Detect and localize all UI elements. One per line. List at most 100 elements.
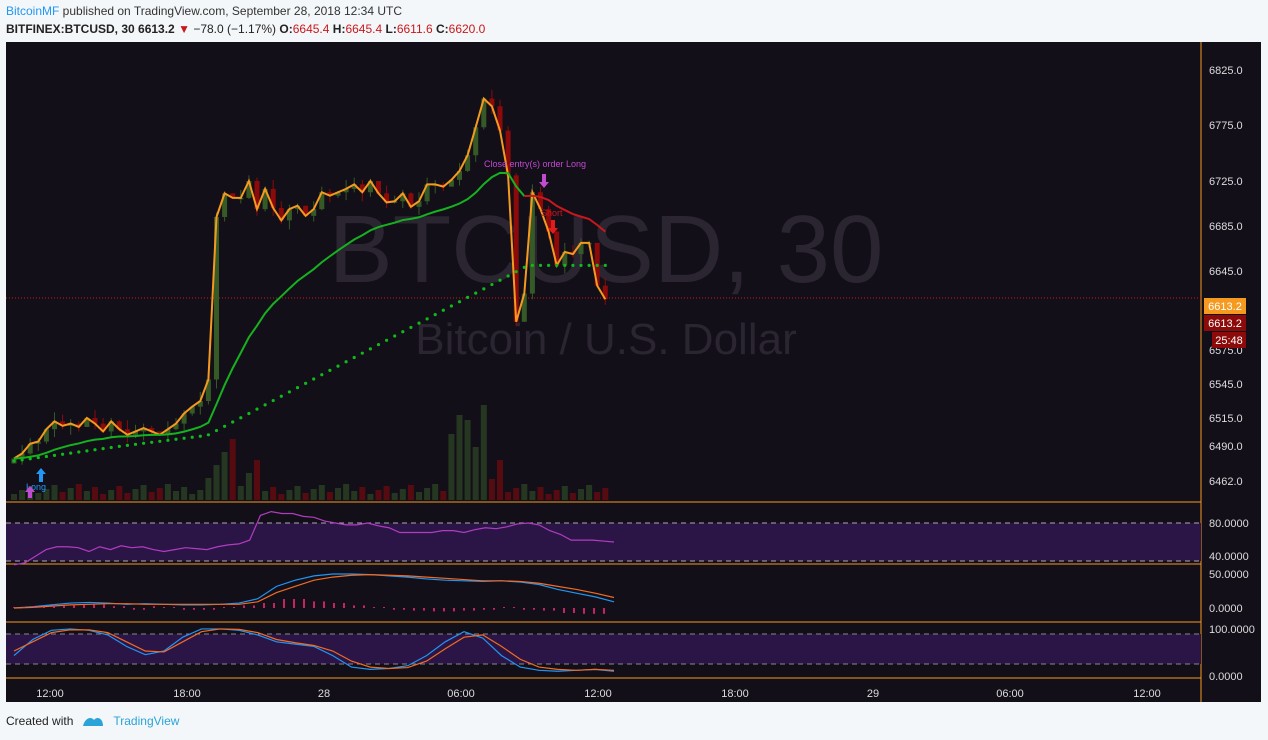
sar-dot bbox=[150, 440, 154, 444]
high-value: 6645.4 bbox=[345, 22, 383, 36]
sar-dot bbox=[587, 263, 591, 267]
volume-bar bbox=[286, 490, 293, 500]
price-tick-label: 6462.0 bbox=[1209, 476, 1243, 488]
candle-body bbox=[311, 209, 317, 216]
author-link[interactable]: BitcoinMF bbox=[6, 4, 60, 18]
price-tick-label: 6775.0 bbox=[1209, 120, 1243, 132]
chart-area[interactable]: BTCUSD, 30 Bitcoin / U.S. Dollar 6825.0 6… bbox=[6, 42, 1261, 702]
sar-dot bbox=[344, 360, 348, 364]
ema-line-down bbox=[524, 194, 606, 233]
volume-bar bbox=[448, 434, 455, 500]
volume-bar bbox=[254, 460, 260, 500]
volume-bar bbox=[594, 492, 601, 500]
volume-bar bbox=[262, 491, 269, 500]
volume-bar bbox=[197, 490, 204, 500]
sar-dot bbox=[77, 450, 81, 454]
candle-body bbox=[173, 423, 179, 430]
candle-body bbox=[141, 428, 147, 432]
candle-body bbox=[205, 379, 211, 401]
price-tick-label: 6825.0 bbox=[1209, 65, 1243, 77]
candle-body bbox=[481, 98, 487, 128]
time-tick-label: 18:00 bbox=[173, 688, 201, 700]
candle-body bbox=[43, 429, 49, 442]
price-tick-label: 6685.0 bbox=[1209, 221, 1243, 233]
volume-bar bbox=[213, 465, 220, 500]
sar-dot bbox=[133, 442, 138, 446]
candle-body bbox=[327, 192, 333, 196]
volume-bar bbox=[237, 486, 244, 500]
sar-dot bbox=[352, 355, 356, 360]
sar-dot bbox=[214, 428, 219, 433]
candle-body bbox=[319, 192, 325, 210]
rsi-band bbox=[6, 523, 1201, 561]
chart-svg[interactable]: BTCUSD, 30 Bitcoin / U.S. Dollar 6825.0 6… bbox=[6, 42, 1261, 702]
candle-body bbox=[359, 184, 365, 193]
volume-bar bbox=[391, 493, 398, 500]
volume-bar bbox=[569, 493, 576, 500]
candle-body bbox=[448, 179, 454, 187]
volume-bar bbox=[124, 493, 131, 500]
candle-body bbox=[465, 155, 471, 171]
sar-dot bbox=[474, 291, 478, 295]
candle-body bbox=[189, 406, 195, 414]
watermark: BTCUSD, 30 Bitcoin / U.S. Dollar bbox=[329, 196, 884, 364]
volume-bar bbox=[318, 485, 325, 500]
close-value: 6620.0 bbox=[448, 22, 486, 36]
candle-body bbox=[100, 423, 106, 432]
sar-dot bbox=[101, 447, 105, 451]
sar-dot bbox=[595, 263, 599, 267]
sar-dot bbox=[182, 436, 186, 440]
sar-dot bbox=[93, 448, 97, 452]
tradingview-link[interactable]: TradingView bbox=[113, 714, 180, 728]
volume-bar bbox=[181, 487, 188, 500]
volume-bar bbox=[335, 488, 341, 500]
time-tick-label: 28 bbox=[318, 688, 330, 700]
close-arrow-icon bbox=[539, 174, 549, 188]
sar-dot bbox=[295, 386, 300, 390]
macd-signal-line bbox=[13, 574, 615, 609]
candle-body bbox=[505, 130, 511, 176]
volume-bar bbox=[505, 492, 512, 500]
price-tick-label: 6545.0 bbox=[1209, 379, 1243, 391]
sar-dot bbox=[401, 330, 405, 334]
price-change: −78.0 (−1.17%) bbox=[193, 22, 277, 36]
volume-bar bbox=[83, 491, 90, 500]
sar-dot bbox=[385, 338, 389, 342]
sar-dot bbox=[20, 458, 24, 462]
sar-dot bbox=[271, 398, 275, 403]
high-label: H: bbox=[332, 22, 346, 36]
candle-body bbox=[562, 251, 568, 266]
sar-dot bbox=[255, 407, 259, 411]
stoch-band bbox=[6, 634, 1201, 664]
volume-bar bbox=[173, 491, 179, 500]
long-arrow-icon bbox=[36, 468, 46, 482]
open-label: O: bbox=[279, 22, 293, 36]
time-tick-label: 18:00 bbox=[721, 688, 749, 700]
candle-body bbox=[489, 98, 495, 107]
volume-bar bbox=[92, 487, 98, 500]
sar-dot bbox=[425, 317, 429, 321]
volume-bar bbox=[407, 485, 414, 500]
sar-dot bbox=[52, 453, 57, 457]
volume-bar bbox=[11, 494, 17, 500]
short-label: Short bbox=[541, 208, 563, 218]
volume-bar bbox=[205, 478, 212, 500]
indicator-tick-label: 50.0000 bbox=[1209, 569, 1249, 581]
countdown-text: 25:48 bbox=[1215, 335, 1243, 347]
candle-body bbox=[521, 293, 527, 322]
price-badge-red-text: 6613.2 bbox=[1208, 318, 1242, 330]
sar-dot bbox=[198, 434, 202, 438]
rsi-line bbox=[13, 510, 615, 566]
sar-dot bbox=[304, 381, 308, 385]
volume-bar bbox=[35, 493, 42, 500]
volume-bar bbox=[270, 487, 277, 500]
indicator-tick-label: 100.0000 bbox=[1209, 624, 1255, 636]
volume-bar bbox=[278, 494, 285, 500]
volume-bar bbox=[383, 486, 390, 500]
volume-bar bbox=[140, 485, 147, 500]
candle-body bbox=[76, 423, 82, 427]
volume-bar bbox=[480, 405, 487, 500]
volume-bar bbox=[578, 489, 584, 500]
created-with-text: Created with bbox=[6, 714, 74, 728]
symbol-legend: BITFINEX:BTCUSD, 30 6613.2 ▼ −78.0 (−1.1… bbox=[6, 22, 485, 36]
